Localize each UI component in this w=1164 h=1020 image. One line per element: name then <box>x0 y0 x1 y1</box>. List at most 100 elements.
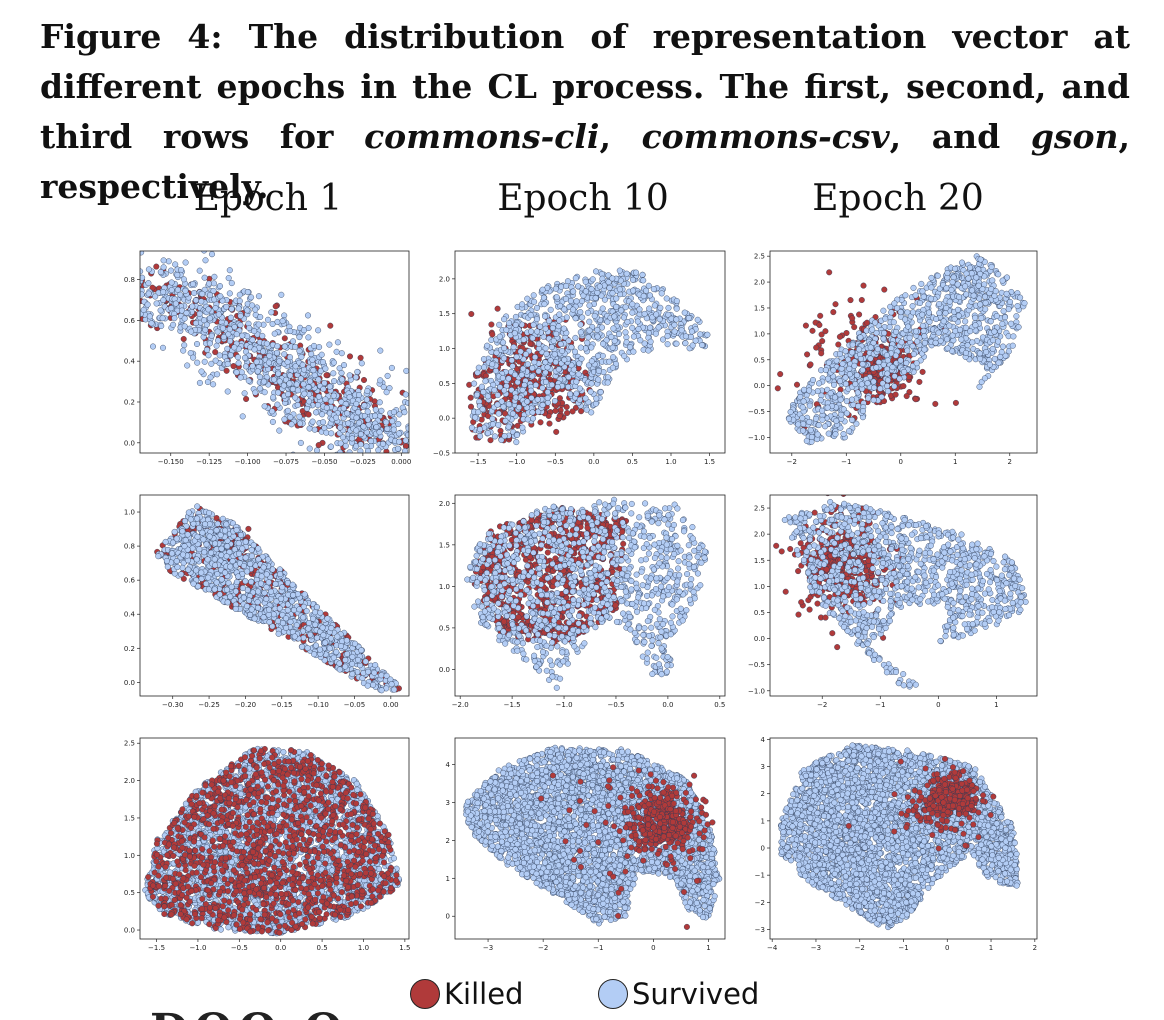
survived-point <box>909 303 916 310</box>
survived-point <box>624 319 631 326</box>
survived-point <box>902 316 909 323</box>
survived-point <box>252 389 259 396</box>
survived-point <box>495 422 502 429</box>
survived-point <box>673 316 680 323</box>
killed-point <box>836 333 843 340</box>
survived-point <box>801 386 808 393</box>
survived-point <box>227 352 234 359</box>
survived-point <box>824 404 831 411</box>
survived-point <box>937 337 944 344</box>
survived-point <box>306 445 313 452</box>
survived-point <box>224 388 231 395</box>
survived-point <box>205 352 212 359</box>
survived-point <box>995 359 1002 366</box>
survived-point <box>305 384 312 391</box>
survived-point <box>1000 343 1007 350</box>
survived-point <box>981 375 988 382</box>
survived-point <box>858 355 865 362</box>
survived-point <box>584 339 591 346</box>
survived-point <box>202 326 209 333</box>
survived-point <box>839 360 846 367</box>
survived-point <box>692 337 699 344</box>
survived-point <box>512 321 519 328</box>
survived-point <box>106 284 112 290</box>
survived-point <box>609 344 616 351</box>
survived-point <box>375 447 382 453</box>
survived-point <box>489 415 496 422</box>
survived-point <box>273 349 280 356</box>
survived-point <box>434 399 440 405</box>
survived-point <box>265 316 272 323</box>
survived-point <box>484 342 491 349</box>
survived-point <box>825 430 832 437</box>
survived-point <box>509 363 516 370</box>
survived-point <box>422 440 428 446</box>
survived-point <box>211 273 218 280</box>
survived-point <box>196 267 203 274</box>
survived-point <box>852 381 859 388</box>
survived-point <box>972 314 979 321</box>
survived-point <box>577 344 584 351</box>
killed-point <box>881 286 888 293</box>
survived-point <box>377 377 384 384</box>
survived-point <box>126 300 132 306</box>
survived-point <box>373 424 380 431</box>
killed-point <box>243 396 250 403</box>
killed-point <box>347 353 354 360</box>
survived-point <box>656 316 663 323</box>
survived-point <box>328 443 335 450</box>
survived-point <box>593 268 600 275</box>
survived-point <box>833 357 840 364</box>
survived-point <box>1013 313 1020 320</box>
survived-point <box>572 315 579 322</box>
survived-point <box>494 401 501 408</box>
survived-point <box>982 306 989 313</box>
survived-point <box>559 348 566 355</box>
survived-point <box>586 302 593 309</box>
survived-point <box>557 341 564 348</box>
survived-point <box>168 305 175 312</box>
survived-point <box>376 399 383 406</box>
survived-point <box>468 424 475 431</box>
survived-point <box>664 341 671 348</box>
survived-point <box>498 398 505 405</box>
survived-point <box>207 374 214 381</box>
killed-point <box>849 315 856 322</box>
survived-point <box>647 324 654 331</box>
survived-point <box>972 322 979 329</box>
survived-point <box>140 274 146 281</box>
survived-point <box>582 395 589 402</box>
survived-point <box>529 335 536 342</box>
survived-point <box>292 394 299 401</box>
survived-point <box>297 439 304 446</box>
survived-point <box>313 409 320 416</box>
survived-point <box>353 414 360 421</box>
survived-point <box>124 297 130 303</box>
y-tick-label: 1.5 <box>754 304 765 312</box>
survived-point <box>664 333 671 340</box>
survived-point <box>992 288 999 295</box>
survived-point <box>604 379 611 386</box>
survived-point <box>629 309 636 316</box>
survived-point <box>587 388 594 395</box>
survived-point <box>170 321 177 328</box>
survived-point <box>881 330 888 337</box>
survived-point <box>572 275 579 282</box>
survived-point <box>694 316 701 323</box>
survived-point <box>549 325 556 332</box>
survived-point <box>403 367 409 374</box>
survived-point <box>257 314 264 321</box>
survived-point <box>787 409 794 416</box>
x-tick-label: −1.0 <box>508 458 525 466</box>
survived-point <box>673 298 680 305</box>
survived-point <box>519 424 526 431</box>
survived-point <box>492 433 499 440</box>
survived-point <box>926 309 933 316</box>
survived-point <box>496 321 503 328</box>
survived-point <box>251 346 258 353</box>
survived-point <box>275 370 282 377</box>
survived-point <box>133 307 139 313</box>
survived-point <box>599 324 606 331</box>
survived-point <box>1007 298 1014 305</box>
survived-point <box>514 379 521 386</box>
